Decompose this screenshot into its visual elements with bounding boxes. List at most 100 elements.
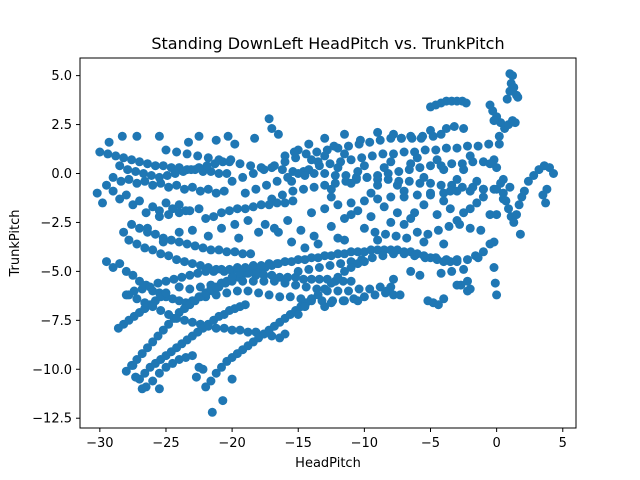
data-point <box>178 167 188 176</box>
data-point <box>248 276 258 286</box>
data-point <box>154 212 164 222</box>
data-point <box>254 288 264 298</box>
data-point <box>177 272 187 282</box>
data-point <box>514 200 524 210</box>
data-point <box>436 268 446 278</box>
data-point <box>211 188 221 198</box>
data-point <box>132 239 142 249</box>
data-point <box>246 249 256 259</box>
data-point <box>102 180 111 190</box>
data-point <box>117 131 127 141</box>
data-point <box>502 94 512 104</box>
data-point <box>423 229 433 239</box>
data-point <box>191 372 201 382</box>
data-point <box>131 372 141 382</box>
data-point <box>359 223 369 233</box>
data-point <box>246 161 256 171</box>
data-point <box>433 300 443 310</box>
data-point <box>382 286 392 296</box>
data-point <box>201 382 211 392</box>
data-point <box>459 165 469 175</box>
data-point <box>320 151 330 161</box>
data-point <box>320 204 330 214</box>
data-point <box>140 243 150 253</box>
data-point <box>195 261 205 270</box>
data-point <box>492 163 502 173</box>
data-point <box>389 274 398 284</box>
data-point <box>346 210 356 220</box>
data-point <box>307 296 316 306</box>
data-point <box>301 282 311 292</box>
data-point <box>95 147 105 157</box>
data-point <box>465 223 475 233</box>
data-point <box>340 149 349 159</box>
data-point <box>336 259 346 269</box>
data-point <box>392 208 402 218</box>
data-point <box>379 163 389 173</box>
data-point <box>513 92 523 102</box>
data-point <box>367 151 377 161</box>
data-point <box>227 176 237 186</box>
data-point <box>185 284 195 294</box>
data-point <box>172 180 182 190</box>
data-point <box>135 223 144 233</box>
data-point <box>214 245 224 255</box>
data-point <box>280 151 290 161</box>
data-point <box>353 296 363 306</box>
data-point <box>346 263 356 272</box>
data-point <box>366 212 376 222</box>
data-point <box>472 176 482 186</box>
data-point <box>280 278 290 288</box>
data-point <box>378 251 388 261</box>
y-tick-label: −12.5 <box>32 412 72 427</box>
data-point <box>378 149 388 159</box>
data-point <box>121 266 131 276</box>
data-point <box>365 137 375 147</box>
data-point <box>549 169 558 178</box>
data-point <box>222 247 232 257</box>
data-point <box>333 200 343 210</box>
data-point <box>402 233 412 243</box>
data-point <box>193 268 203 278</box>
data-point <box>476 225 486 235</box>
data-point <box>243 216 253 225</box>
y-tick-label: −7.5 <box>40 314 72 329</box>
data-point <box>399 147 409 157</box>
data-point <box>153 331 163 341</box>
data-point <box>359 292 369 302</box>
data-point <box>313 239 323 249</box>
data-point <box>172 147 182 157</box>
x-tick-label: −5 <box>421 436 440 451</box>
data-point <box>154 368 164 378</box>
data-point <box>510 118 520 128</box>
data-point <box>452 186 462 196</box>
data-point <box>523 176 533 186</box>
data-point <box>426 178 435 188</box>
data-point <box>158 161 168 171</box>
data-point <box>148 302 158 312</box>
data-point <box>441 143 451 153</box>
data-point <box>143 223 152 233</box>
data-point <box>285 292 295 302</box>
data-point <box>333 286 343 296</box>
data-point <box>299 184 308 194</box>
data-point <box>264 200 274 210</box>
data-point <box>217 223 226 233</box>
data-point <box>211 290 221 300</box>
x-tick-label: −15 <box>285 436 312 451</box>
data-point <box>140 368 150 378</box>
data-point <box>420 253 430 263</box>
data-point <box>146 171 156 180</box>
data-point <box>504 204 513 214</box>
data-point <box>485 239 495 249</box>
data-point <box>412 153 422 163</box>
data-point <box>185 270 195 280</box>
data-point <box>148 376 158 386</box>
data-point <box>313 290 323 300</box>
data-point <box>325 159 335 169</box>
data-point <box>150 229 160 239</box>
data-point <box>283 216 293 225</box>
y-tick-label: −5.0 <box>40 265 72 280</box>
